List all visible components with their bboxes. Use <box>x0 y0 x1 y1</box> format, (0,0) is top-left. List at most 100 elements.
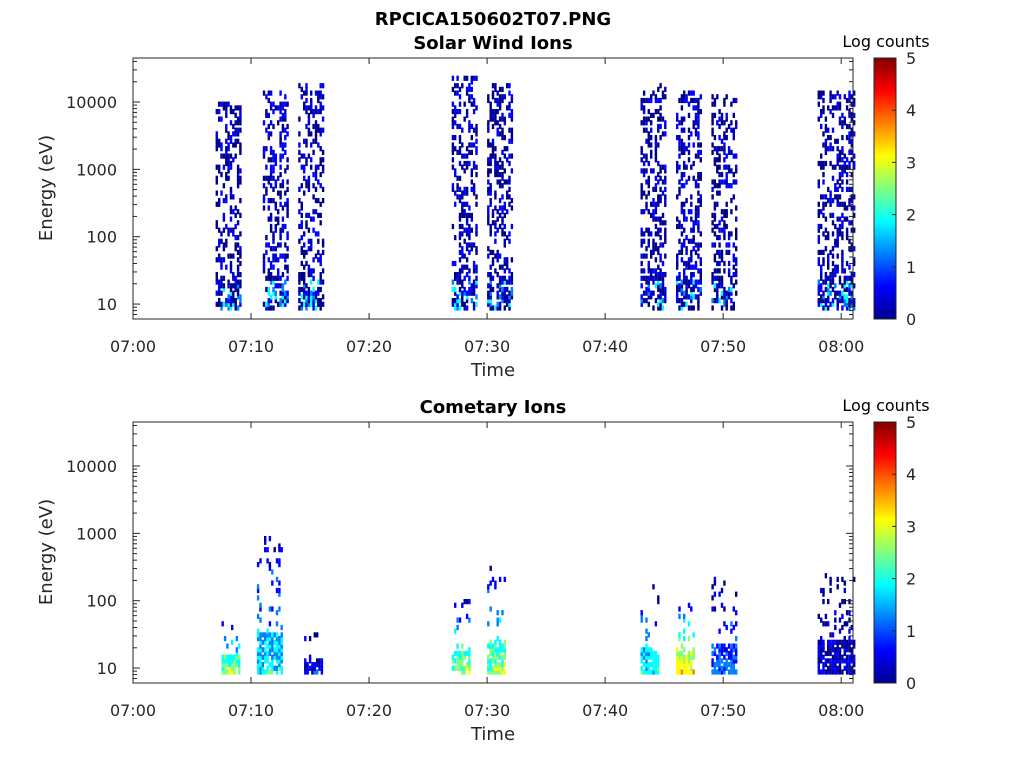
spectrogram-cell <box>227 279 230 285</box>
spectrogram-cell <box>732 257 735 263</box>
spectrogram-cell <box>718 643 721 649</box>
spectrogram-cell <box>487 272 490 278</box>
spectrogram-cell <box>232 194 235 200</box>
spectrogram-cell <box>298 286 301 293</box>
spectrogram-cell <box>487 142 490 148</box>
spectrogram-cell <box>266 654 269 660</box>
spectrogram-cell <box>664 227 667 233</box>
spectrogram-cell <box>238 662 241 668</box>
spectrogram-cell <box>647 160 650 167</box>
spectrogram-cell <box>494 658 497 664</box>
spectrogram-cell <box>711 305 714 311</box>
spectrogram-cell <box>489 301 492 307</box>
spectrogram-cell <box>232 209 235 215</box>
spectrogram-cell <box>822 669 825 675</box>
spectrogram-cell <box>685 294 688 300</box>
spectrogram-cell <box>472 301 476 307</box>
spectrogram-cell <box>308 658 312 664</box>
spectrogram-cell <box>654 157 658 163</box>
spectrogram-cell <box>234 235 237 241</box>
spectrogram-cell <box>730 650 733 657</box>
spectrogram-cell <box>692 647 695 653</box>
spectrogram-cell <box>732 301 735 307</box>
spectrogram-cell <box>654 231 658 237</box>
colorbar-gradient <box>873 421 897 684</box>
spectrogram-cell <box>642 275 646 281</box>
spectrogram-cell <box>277 275 280 281</box>
spectrogram-cell <box>239 127 242 133</box>
spectrogram-cell <box>300 201 303 207</box>
spectrogram-cell <box>699 231 702 237</box>
spectrogram-cell <box>317 231 320 237</box>
spectrogram-cell <box>664 235 667 241</box>
spectrogram-cell <box>685 275 688 281</box>
spectrogram-cell <box>278 587 281 594</box>
spectrogram-cell <box>680 305 684 311</box>
spectrogram-cell <box>456 272 459 278</box>
spectrogram-cell <box>281 253 285 259</box>
spectrogram-cell <box>229 305 233 311</box>
spectrogram-cell <box>725 294 728 300</box>
spectrogram-cell <box>310 97 313 104</box>
spectrogram-cell <box>456 186 459 192</box>
spectrogram-cell <box>472 190 476 196</box>
spectrogram-cell <box>725 175 728 181</box>
spectrogram-cell <box>732 135 735 141</box>
spectrogram-cell <box>458 135 462 141</box>
spectrogram-cell <box>496 662 499 668</box>
spectrogram-cell <box>465 109 469 115</box>
spectrogram-cell <box>723 179 726 185</box>
spectrogram-cell <box>274 205 277 211</box>
spectrogram-cell <box>234 298 237 304</box>
spectrogram-cell <box>735 268 738 274</box>
spectrogram-cell <box>259 658 262 664</box>
spectrogram-cell <box>713 112 717 118</box>
spectrogram-cell <box>680 223 684 230</box>
spectrogram-cell <box>838 183 842 189</box>
spectrogram-cell <box>683 669 686 675</box>
spectrogram-cell <box>239 142 242 148</box>
spectrogram-cell <box>496 305 499 311</box>
spectrogram-cell <box>266 650 269 657</box>
spectrogram-cell <box>319 275 322 281</box>
spectrogram-cell <box>730 183 733 189</box>
spectrogram-cell <box>680 298 684 304</box>
spectrogram-cell <box>822 279 825 285</box>
spectrogram-cell <box>723 97 726 104</box>
spectrogram-cell <box>723 268 726 274</box>
spectrogram-cell <box>458 286 462 293</box>
spectrogram-cell <box>845 97 849 104</box>
spectrogram-cell <box>312 183 315 189</box>
spectrogram-cell <box>683 275 686 281</box>
spectrogram-cell <box>822 654 825 660</box>
spectrogram-cell <box>697 198 700 204</box>
spectrogram-cell <box>458 650 462 657</box>
spectrogram-cell <box>465 90 469 96</box>
spectrogram-cell <box>454 172 457 178</box>
spectrogram-cell <box>286 131 289 137</box>
spectrogram-cell <box>850 157 853 163</box>
spectrogram-cell <box>817 643 820 649</box>
spectrogram-cell <box>822 662 825 668</box>
spectrogram-cell <box>657 216 660 222</box>
spectrogram-cell <box>836 238 839 244</box>
spectrogram-cell <box>843 216 846 222</box>
spectrogram-cell <box>827 135 830 141</box>
spectrogram-cell <box>312 301 315 307</box>
spectrogram-cell <box>836 253 839 259</box>
spectrogram-cell <box>489 662 492 668</box>
spectrogram-cell <box>841 624 844 631</box>
spectrogram-cell <box>831 127 835 133</box>
spectrogram-cell <box>642 654 646 660</box>
spectrogram-cell <box>303 168 306 174</box>
spectrogram-cell <box>494 268 497 274</box>
spectrogram-cell <box>645 179 648 185</box>
spectrogram-cell <box>310 131 313 137</box>
spectrogram-cell <box>692 272 695 278</box>
spectrogram-cell <box>286 198 289 204</box>
spectrogram-cell <box>822 621 825 627</box>
spectrogram-cell <box>274 246 277 252</box>
spectrogram-cell <box>820 294 823 300</box>
spectrogram-cell <box>494 238 497 244</box>
spectrogram-cell <box>831 272 835 278</box>
